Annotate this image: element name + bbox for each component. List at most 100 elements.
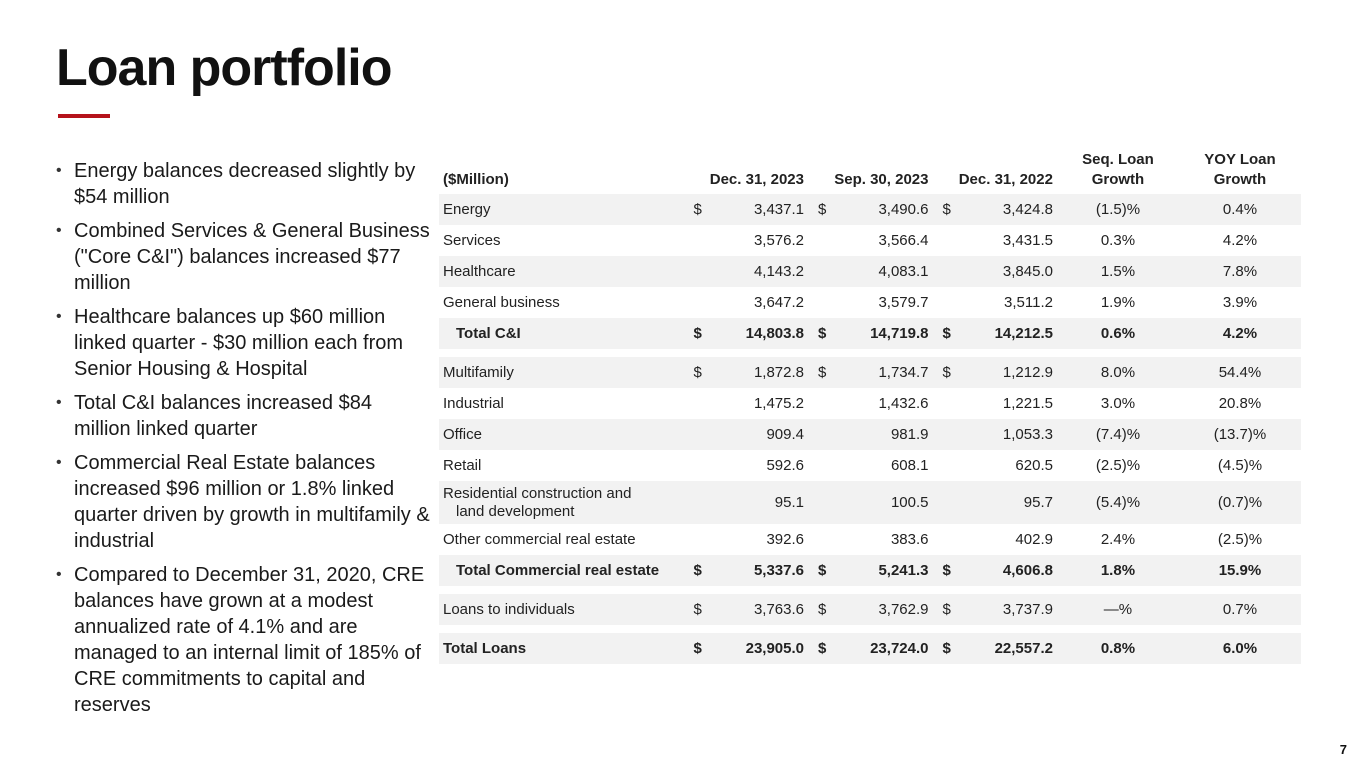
currency-symbol: $	[932, 318, 962, 349]
value-dec-2022: 95.7	[961, 481, 1057, 524]
currency-symbol: $	[932, 633, 962, 664]
value-yoy-growth: 6.0%	[1178, 633, 1301, 664]
value-seq-growth: (1.5)%	[1056, 194, 1179, 225]
table-row: General business 3,647.2 3,579.7 3,511.2…	[439, 287, 1301, 318]
header-yoy-line1: YOY Loan	[1204, 151, 1276, 168]
table-header-row: ($Million) Dec. 31, 2023 Sep. 30, 2023 D…	[439, 144, 1301, 194]
currency-symbol	[932, 524, 961, 555]
value-dec-2023: 5,337.6	[712, 555, 808, 586]
currency-symbol: $	[808, 357, 838, 388]
currency-symbol: $	[808, 555, 838, 586]
value-sep-2023: 23,724.0	[837, 633, 933, 664]
row-label: Other commercial real estate	[443, 530, 636, 548]
currency-symbol	[808, 481, 838, 524]
row-label: Residential construction and land develo…	[439, 481, 684, 524]
currency-symbol	[684, 287, 713, 318]
currency-symbol	[808, 450, 837, 481]
value-sep-2023: 4,083.1	[837, 256, 933, 287]
value-yoy-growth: 20.8%	[1218, 394, 1262, 412]
currency-symbol	[808, 388, 837, 419]
value-sep-2023: 14,719.8	[837, 318, 933, 349]
currency-symbol: $	[808, 594, 838, 625]
header-dec-2022: Dec. 31, 2022	[958, 171, 1053, 188]
table-row: Energy $ 3,437.1 $ 3,490.6 $ 3,424.8 (1.…	[439, 194, 1301, 225]
value-sep-2023: 981.9	[837, 419, 933, 450]
value-dec-2022: 14,212.5	[961, 318, 1057, 349]
value-dec-2023: 14,803.8	[712, 318, 808, 349]
table-row: Office 909.4 981.9 1,053.3 (7.4)% (13.7)…	[439, 419, 1301, 450]
row-label: Total C&I	[439, 318, 684, 349]
value-dec-2022: 1,221.5	[1002, 394, 1053, 412]
currency-symbol: $	[683, 318, 713, 349]
value-dec-2022: 3,424.8	[961, 194, 1057, 225]
value-seq-growth: 2.4%	[1100, 530, 1136, 548]
value-seq-growth: 0.8%	[1056, 633, 1179, 664]
row-label: Multifamily	[439, 357, 684, 388]
value-yoy-growth: 4.2%	[1178, 318, 1301, 349]
bullet-list: Energy balances decreased slightly by $5…	[56, 158, 432, 726]
value-yoy-growth: 4.2%	[1222, 231, 1258, 249]
value-sep-2023: 100.5	[837, 481, 933, 524]
value-dec-2023: 392.6	[766, 530, 804, 548]
value-yoy-growth: 0.7%	[1178, 594, 1301, 625]
value-dec-2023: 909.4	[712, 419, 808, 450]
value-yoy-growth: 15.9%	[1178, 555, 1301, 586]
value-sep-2023: 3,579.7	[878, 293, 929, 311]
table-row: Healthcare 4,143.2 4,083.1 3,845.0 1.5% …	[439, 256, 1301, 287]
row-label: Retail	[443, 456, 482, 474]
value-dec-2023: 3,437.1	[712, 194, 808, 225]
value-dec-2022: 22,557.2	[961, 633, 1057, 664]
value-sep-2023: 3,762.9	[837, 594, 933, 625]
currency-symbol	[683, 481, 713, 524]
value-yoy-growth: 7.8%	[1178, 256, 1301, 287]
page-number: 7	[1339, 742, 1347, 757]
row-label-line1: Residential construction and	[443, 484, 632, 502]
currency-symbol	[684, 388, 713, 419]
currency-symbol	[683, 419, 713, 450]
currency-symbol	[932, 287, 961, 318]
table-row: Industrial 1,475.2 1,432.6 1,221.5 3.0% …	[439, 388, 1301, 419]
value-dec-2023: 3,763.6	[712, 594, 808, 625]
row-label: Services	[443, 231, 501, 249]
table-row: Services 3,576.2 3,566.4 3,431.5 0.3% 4.…	[439, 225, 1301, 256]
table-row: Residential construction and land develo…	[439, 481, 1301, 524]
currency-symbol: $	[808, 194, 838, 225]
table-row: Other commercial real estate 392.6 383.6…	[439, 524, 1301, 555]
value-dec-2023: 1,475.2	[753, 394, 804, 412]
currency-symbol	[932, 481, 962, 524]
value-dec-2023: 592.6	[766, 456, 804, 474]
value-dec-2023: 95.1	[712, 481, 808, 524]
value-seq-growth: (2.5)%	[1095, 456, 1141, 474]
currency-symbol: $	[932, 555, 962, 586]
header-dec-2023: Dec. 31, 2023	[709, 171, 804, 188]
row-label: Healthcare	[439, 256, 684, 287]
currency-symbol: $	[683, 194, 713, 225]
row-spacer	[439, 349, 1301, 357]
currency-symbol	[932, 450, 961, 481]
row-spacer	[439, 625, 1301, 633]
table-total-row: Total C&I $ 14,803.8 $ 14,719.8 $ 14,212…	[439, 318, 1301, 349]
currency-symbol	[683, 256, 713, 287]
value-dec-2023: 23,905.0	[712, 633, 808, 664]
value-yoy-growth: (4.5)%	[1217, 456, 1263, 474]
value-seq-growth: (5.4)%	[1056, 481, 1179, 524]
page-title: Loan portfolio	[56, 39, 392, 97]
value-dec-2022: 620.5	[1015, 456, 1053, 474]
table-row: Multifamily $ 1,872.8 $ 1,734.7 $ 1,212.…	[439, 357, 1301, 388]
value-sep-2023: 3,566.4	[878, 231, 929, 249]
value-seq-growth: —%	[1056, 594, 1179, 625]
bullet-item: Energy balances decreased slightly by $5…	[56, 158, 432, 210]
row-spacer	[439, 586, 1301, 594]
value-dec-2022: 1,053.3	[961, 419, 1057, 450]
bullet-item: Healthcare balances up $60 million linke…	[56, 304, 432, 382]
value-seq-growth: 3.0%	[1100, 394, 1136, 412]
currency-symbol	[684, 225, 713, 256]
currency-symbol: $	[683, 594, 713, 625]
value-seq-growth: 1.9%	[1100, 293, 1136, 311]
currency-symbol	[932, 225, 961, 256]
header-seq-growth: Seq. Loan Growth	[1057, 144, 1179, 194]
value-yoy-growth: (2.5)%	[1217, 530, 1263, 548]
header-label: ($Million)	[443, 171, 509, 188]
row-label: Energy	[439, 194, 684, 225]
value-dec-2023: 3,647.2	[753, 293, 804, 311]
